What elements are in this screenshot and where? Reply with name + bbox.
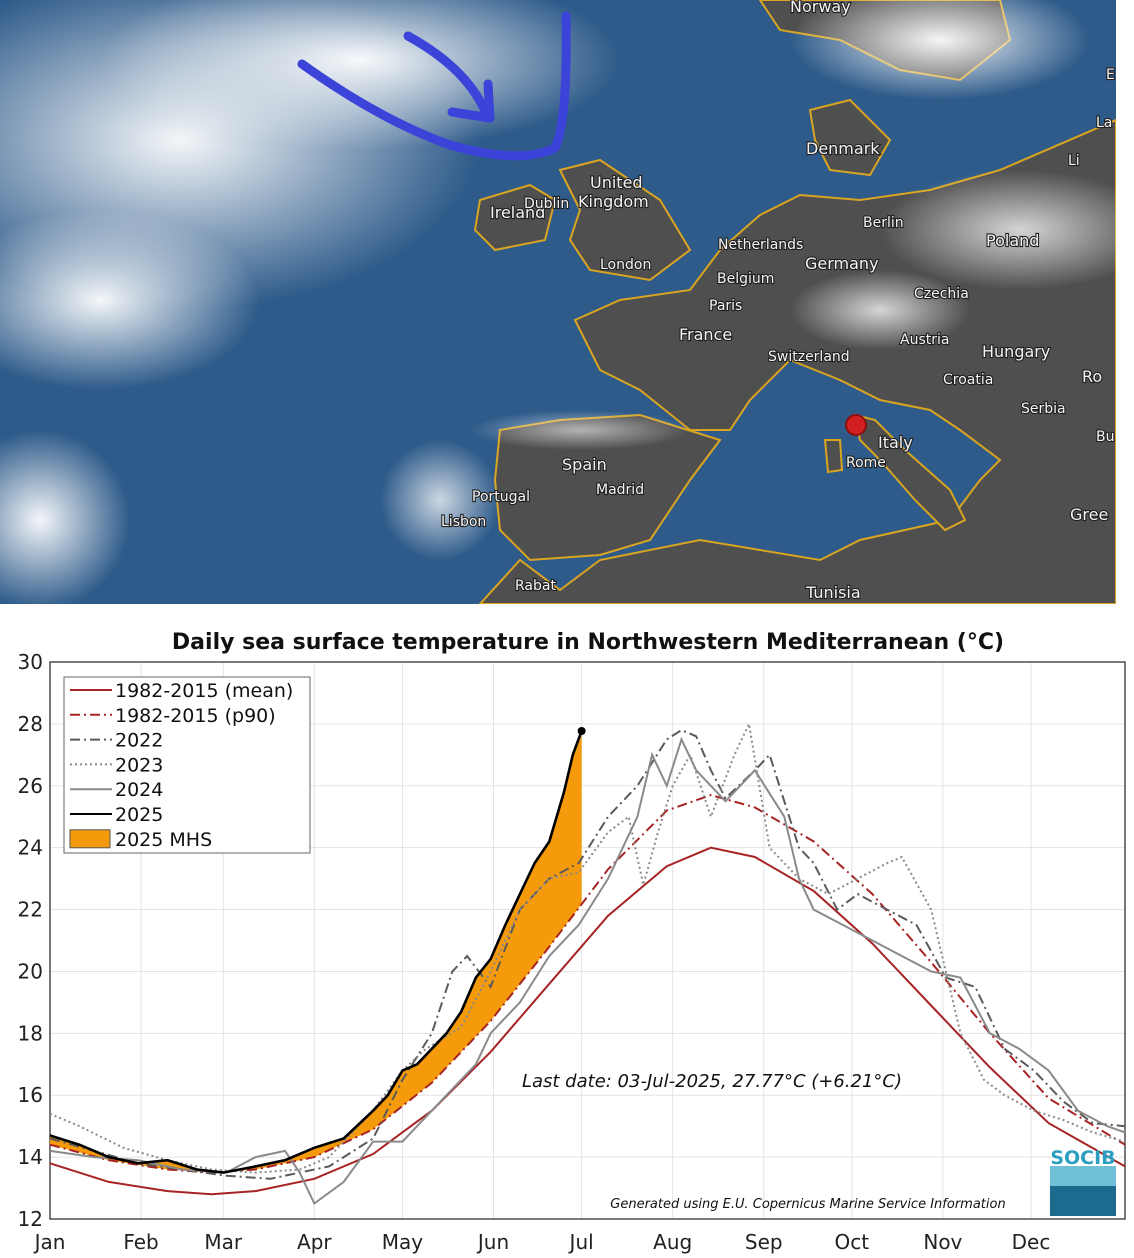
label-italy: Italy — [878, 433, 913, 452]
label-united: United Kingdom — [578, 173, 649, 211]
y-tick-label: 28 — [18, 712, 43, 736]
legend-swatch — [69, 829, 111, 849]
x-tick-label: Sep — [745, 1230, 783, 1254]
label-bu: Bu — [1096, 429, 1114, 445]
x-tick-label: Dec — [1012, 1230, 1051, 1254]
annotation-arrow — [297, 11, 571, 161]
y-tick-label: 20 — [18, 959, 43, 983]
label-tunisia: Tunisia — [805, 583, 861, 602]
label-france: France — [679, 325, 732, 344]
y-tick-label: 12 — [18, 1207, 43, 1231]
label-netherlands: Netherlands — [718, 237, 803, 253]
label-austria: Austria — [900, 332, 949, 348]
last-point-marker — [577, 727, 586, 736]
label-switzerland: Switzerland — [768, 349, 850, 365]
x-tick-label: Aug — [653, 1230, 692, 1254]
x-tick-label: Jul — [568, 1230, 594, 1254]
logo-text: SOCIB — [1050, 1147, 1115, 1169]
series-line-1982-2015-mean- — [49, 846, 1126, 1196]
x-tick-label: Feb — [123, 1230, 158, 1254]
label-serbia: Serbia — [1021, 401, 1066, 417]
label-ro: Ro — [1082, 367, 1102, 386]
legend-label: 1982-2015 (p90) — [115, 705, 276, 727]
satellite-map: Norway Denmark United Kingdom Ireland Net… — [0, 0, 1116, 604]
label-portugal: Portugal — [472, 489, 530, 505]
label-czechia: Czechia — [914, 286, 969, 302]
y-tick-label: 24 — [18, 836, 43, 860]
legend-label: 2025 — [115, 804, 163, 826]
plot-frame — [49, 661, 1126, 1220]
label-poland: Poland — [986, 231, 1039, 250]
x-tick-label: Jun — [476, 1230, 509, 1254]
x-tick-label: May — [382, 1230, 424, 1254]
legend-label: 2025 MHS — [115, 829, 212, 851]
y-axis: 12 14 16 18 20 22 24 26 28 30 — [18, 650, 43, 1231]
credit-text: Generated using E.U. Copernicus Marine S… — [610, 1197, 1005, 1212]
x-tick-label: Apr — [297, 1230, 332, 1254]
label-london: London — [600, 257, 651, 273]
label-e: E — [1106, 67, 1115, 83]
label-croatia: Croatia — [943, 372, 993, 388]
x-axis: Jan Feb Mar Apr May Jun Jul Aug Sep Oct Nov Dec — [33, 1230, 1051, 1254]
label-li: Li — [1068, 153, 1080, 169]
y-tick-label: 26 — [18, 774, 43, 798]
y-tick-label: 14 — [18, 1145, 43, 1169]
label-norway: Norway — [790, 0, 851, 16]
x-tick-label: Oct — [835, 1230, 870, 1254]
label-rome: Rome — [846, 455, 886, 471]
country-labels: Norway Denmark United Kingdom Ireland Net… — [471, 0, 1116, 603]
series-line-2023 — [49, 720, 1126, 1174]
location-marker — [845, 414, 867, 436]
label-spain: Spain — [562, 455, 607, 474]
x-tick-label: Nov — [923, 1230, 962, 1254]
sst-chart: Daily sea surface temperature in Northwe… — [18, 630, 1126, 1254]
legend-label: 2023 — [115, 754, 163, 776]
label-la: La — [1096, 115, 1112, 131]
legend-label: 2022 — [115, 730, 163, 752]
series-layer — [49, 720, 1126, 1206]
series-line-2025 — [49, 730, 583, 1174]
label-denmark: Denmark — [806, 139, 880, 158]
label-rabat: Rabat — [515, 578, 556, 594]
series-line-2022 — [49, 728, 1126, 1180]
label-gree: Gree — [1070, 505, 1108, 524]
label-hungary: Hungary — [982, 342, 1050, 361]
y-tick-label: 18 — [18, 1021, 43, 1045]
chart-title: Daily sea surface temperature in Northwe… — [172, 630, 1004, 655]
label-ireland: Ireland — [490, 203, 545, 222]
label-lisbon: Lisbon — [441, 514, 486, 530]
y-tick-label: 22 — [18, 898, 43, 922]
label-dublin: Dublin — [524, 196, 569, 212]
series-line-1982-2015-p90- — [49, 794, 1126, 1174]
label-madrid: Madrid — [596, 482, 644, 498]
x-tick-label: Mar — [204, 1230, 243, 1254]
socib-logo: SOCIB — [1050, 1147, 1116, 1216]
city-labels: Dublin London Paris Berlin Madrid Lisbon… — [440, 195, 905, 595]
legend-label: 1982-2015 (mean) — [115, 680, 293, 702]
legend-label: 2024 — [115, 779, 163, 801]
last-date-annotation: Last date: 03-Jul-2025, 27.77°C (+6.21°C… — [522, 1071, 902, 1092]
x-tick-label: Jan — [33, 1230, 66, 1254]
label-belgium: Belgium — [717, 271, 774, 287]
y-tick-label: 16 — [18, 1083, 43, 1107]
y-tick-label: 30 — [18, 650, 43, 674]
label-paris: Paris — [709, 298, 742, 314]
label-berlin: Berlin — [863, 215, 904, 231]
label-germany: Germany — [805, 254, 879, 273]
mhs-area-2025 — [50, 731, 582, 1173]
series-line-2024 — [49, 736, 1126, 1206]
